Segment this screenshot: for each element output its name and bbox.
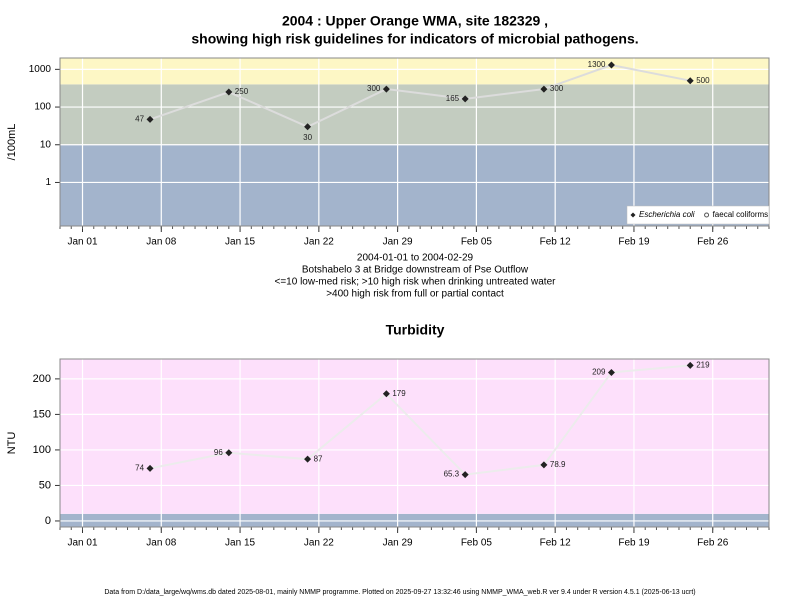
value-label: 500 <box>696 76 710 85</box>
plot-frame <box>59 57 770 227</box>
risk-band <box>60 84 769 145</box>
x-tick-label: Feb 26 <box>697 538 729 549</box>
chart-note: <=10 low-med risk; >10 high risk when dr… <box>275 277 557 288</box>
y-tick-label: 100 <box>33 444 51 456</box>
value-label: 165 <box>446 94 460 103</box>
value-label: 74 <box>135 464 144 473</box>
data-point <box>540 85 548 93</box>
y-tick-label: 100 <box>34 102 51 113</box>
x-tick-label: Jan 15 <box>225 538 255 549</box>
risk-band <box>60 359 769 514</box>
y-tick-label: 200 <box>33 373 51 385</box>
chart-note: >400 high risk from full or partial cont… <box>326 289 504 300</box>
value-label: 1300 <box>588 60 606 69</box>
y-tick-label: 10 <box>40 139 52 150</box>
data-point <box>540 461 548 469</box>
value-label: 30 <box>303 133 312 142</box>
value-label: 87 <box>314 454 323 463</box>
data-point <box>607 61 615 69</box>
plot-frame <box>59 358 770 528</box>
x-tick-label: Jan 01 <box>67 538 97 549</box>
x-tick-label: Jan 08 <box>146 538 176 549</box>
y-tick-label: 0 <box>45 515 51 527</box>
risk-band <box>60 58 769 85</box>
data-point <box>304 455 312 463</box>
x-tick-label: Feb 26 <box>697 237 729 248</box>
data-point <box>146 115 154 123</box>
x-tick-label: Jan 08 <box>146 237 176 248</box>
y-tick-label: 50 <box>39 479 51 491</box>
legend-label: faecal coliforms <box>713 210 769 219</box>
y-tick-label: 1 <box>45 177 51 188</box>
value-label: 179 <box>392 389 406 398</box>
value-label: 300 <box>367 84 381 93</box>
chart-title: showing high risk guidelines for indicat… <box>191 31 638 47</box>
data-point <box>461 95 469 103</box>
chart-note: 2004-01-01 to 2004-02-29 <box>357 253 474 264</box>
x-tick-label: Feb 19 <box>618 538 650 549</box>
data-point <box>461 471 469 479</box>
legend-box <box>626 205 770 225</box>
chart-note: Botshabelo 3 at Bridge downstream of Pse… <box>302 265 529 276</box>
series-line <box>149 64 691 128</box>
y-tick-label: 150 <box>33 408 51 420</box>
y-axis-label: /100mL <box>6 124 18 161</box>
x-tick-label: Jan 22 <box>304 538 334 549</box>
value-label: 78.9 <box>550 460 566 469</box>
y-axis-label: NTU <box>6 432 18 455</box>
x-tick-label: Feb 19 <box>618 237 650 248</box>
x-tick-label: Jan 29 <box>383 538 413 549</box>
chart-title: Turbidity <box>386 322 445 338</box>
value-label: 65.3 <box>444 470 460 479</box>
data-point <box>304 123 312 131</box>
x-tick-label: Jan 15 <box>225 237 255 248</box>
x-tick-label: Feb 05 <box>461 237 493 248</box>
y-tick-label: 1000 <box>29 64 52 75</box>
x-tick-label: Jan 22 <box>304 237 334 248</box>
legend-marker <box>630 212 636 218</box>
data-point <box>225 449 233 457</box>
value-label: 250 <box>235 87 249 96</box>
chart-title: 2004 : Upper Orange WMA, site 182329 , <box>282 13 548 29</box>
x-tick-label: Feb 05 <box>461 538 493 549</box>
data-point <box>225 88 233 96</box>
footer: Data from D:/data_large/wq/wms.db dated … <box>104 589 695 596</box>
data-point <box>146 464 154 472</box>
data-point <box>607 368 615 376</box>
x-tick-label: Jan 29 <box>383 237 413 248</box>
x-tick-label: Jan 01 <box>67 237 97 248</box>
x-tick-label: Feb 12 <box>540 538 572 549</box>
x-tick-label: Feb 12 <box>540 237 572 248</box>
value-label: 96 <box>214 448 223 457</box>
data-point <box>686 77 694 85</box>
legend-label: Escherichia coli <box>639 210 695 219</box>
value-label: 219 <box>696 361 710 370</box>
data-point <box>686 361 694 369</box>
data-point <box>382 390 390 398</box>
legend-marker <box>704 212 710 218</box>
series-line <box>149 364 691 476</box>
value-label: 47 <box>135 115 144 124</box>
value-label: 300 <box>550 84 564 93</box>
data-point <box>382 85 390 93</box>
value-label: 209 <box>592 368 606 377</box>
